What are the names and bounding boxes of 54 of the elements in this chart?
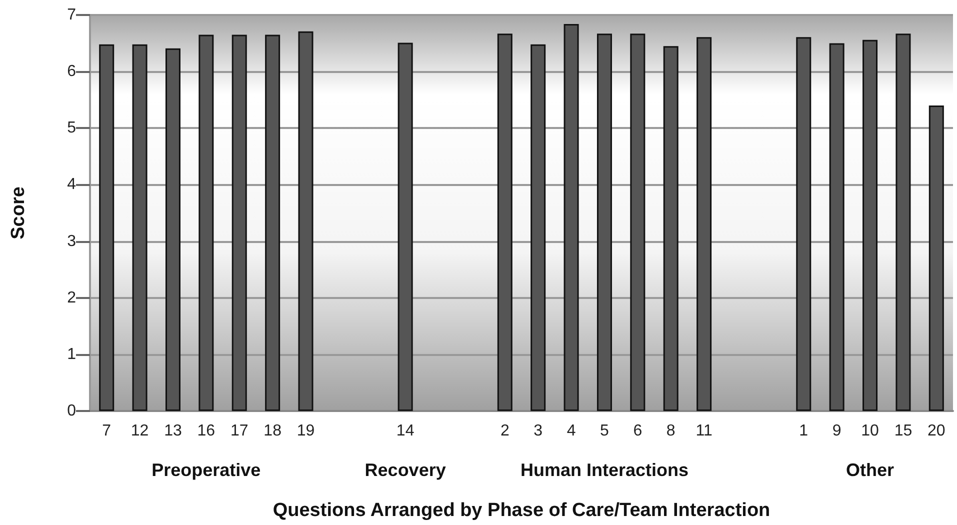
x-tick-label: 8 — [666, 422, 676, 440]
y-tick-label: 2 — [67, 289, 76, 306]
y-tick-label: 5 — [67, 120, 76, 137]
x-axis-title: Questions Arranged by Phase of Care/Team Interaction — [272, 500, 770, 521]
bar — [198, 34, 214, 411]
x-tick-label: 16 — [197, 422, 216, 440]
bar — [696, 37, 712, 411]
text: Preoperative — [152, 460, 261, 480]
bar — [132, 44, 148, 411]
x-tick-label: 5 — [600, 422, 610, 440]
x-tick-label: 6 — [633, 422, 642, 440]
y-tick-label: 1 — [67, 346, 76, 363]
x-tick-label: 3 — [534, 422, 543, 440]
x-tick-label: 19 — [296, 422, 315, 440]
text: Recovery — [364, 460, 446, 480]
bar — [663, 46, 678, 411]
x-tick-label: 11 — [696, 422, 712, 440]
bar — [928, 106, 944, 411]
y-tick-label: 6 — [67, 63, 76, 80]
bar — [165, 48, 180, 411]
bar — [630, 34, 646, 411]
bar — [232, 34, 247, 411]
y-tick-label: 3 — [67, 232, 76, 250]
bar — [99, 44, 114, 411]
bar — [829, 43, 844, 411]
bar — [497, 34, 512, 411]
text: Other — [846, 460, 894, 480]
y-tick-label: 7 — [67, 6, 76, 24]
y-tick-label: 4 — [67, 176, 76, 194]
x-tick-label: 4 — [566, 422, 576, 440]
bar — [564, 24, 579, 411]
x-tick-label: 17 — [230, 422, 248, 440]
bar — [265, 34, 280, 411]
x-tick-label: 13 — [164, 422, 182, 440]
x-tick-label: 1 — [799, 422, 808, 440]
x-tick-label: 18 — [264, 422, 282, 440]
x-tick-label: 7 — [102, 422, 112, 440]
y-axis-title: Score — [8, 186, 29, 240]
x-tick-label: 10 — [861, 422, 880, 440]
x-tick-label: 20 — [928, 422, 946, 440]
x-tick-label: 12 — [130, 422, 149, 440]
bar — [896, 34, 911, 411]
x-tick-label: 2 — [500, 422, 510, 440]
bar — [862, 40, 878, 411]
bar — [530, 44, 546, 411]
x-tick-label: 14 — [396, 422, 414, 440]
x-tick-label: 9 — [832, 422, 842, 440]
x-tick-label: 15 — [894, 422, 912, 440]
bar — [298, 31, 314, 411]
bar — [796, 37, 812, 411]
text: Human Interactions — [520, 460, 688, 480]
bar — [596, 34, 612, 411]
y-tick-label: 0 — [67, 402, 76, 420]
bar — [398, 42, 413, 411]
